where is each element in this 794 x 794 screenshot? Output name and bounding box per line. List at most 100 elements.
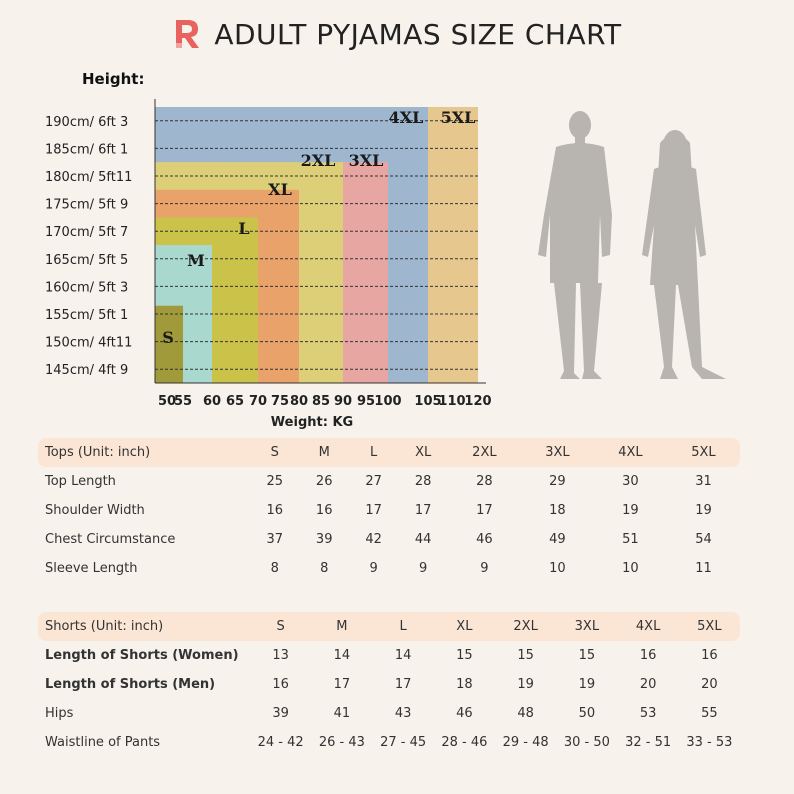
row-label: Length of Shorts (Men) <box>45 677 216 692</box>
x-tick-label: 80 <box>290 394 308 409</box>
table-cell: 15 <box>578 648 596 663</box>
table-cell: 15 <box>517 648 534 663</box>
size-column-header: 5XL <box>678 612 740 641</box>
y-tick-label: 165cm/ 5ft 5 <box>45 253 128 268</box>
shorts-header-row: Shorts (Unit: inch) S M L XL 2XL 3XL 4XL 5XL <box>38 612 740 641</box>
size-region-s <box>155 305 183 383</box>
table-title: Tops (Unit: inch) <box>38 438 250 467</box>
size-chart: 5XL 4XL 3XL 2XL XL L M S 190cm/ 6ft 3 185cm/ 6ft … <box>45 70 492 430</box>
size-column-header: 5XL <box>666 438 740 467</box>
size-label: L <box>238 219 249 238</box>
table-row: Shoulder Width 16 16 17 17 17 18 19 19 <box>38 496 740 525</box>
table-cell: 39 <box>272 706 289 721</box>
table-cell: 30 - 50 <box>563 735 610 750</box>
table-cell: 28 - 46 <box>441 735 488 750</box>
table-cell: 43 <box>394 706 412 721</box>
x-tick-label: 50 <box>158 394 176 409</box>
row-label: Length of Shorts (Women) <box>45 648 239 663</box>
table-row: Waistline of Pants 24 - 42 26 - 43 27 - 45 2… <box>38 728 740 757</box>
size-column-header: 2XL <box>495 612 557 641</box>
table-cell: 25 <box>266 474 283 489</box>
size-column-header: 2XL <box>447 438 521 467</box>
shorts-size-table: Shorts (Unit: inch) S M L XL 2XL 3XL 4XL 5XL Leng… <box>38 612 740 757</box>
y-tick-label: 185cm/ 6ft 1 <box>45 142 128 157</box>
table-cell: 17 <box>476 503 493 518</box>
table-cell: 26 <box>315 474 333 489</box>
y-tick-label: 170cm/ 5ft 7 <box>45 225 128 240</box>
table-cell: 10 <box>549 561 566 576</box>
table-cell: 15 <box>456 648 473 663</box>
table-cell: 8 <box>270 561 279 576</box>
x-tick-label: 55 <box>174 394 192 409</box>
row-label: Sleeve Length <box>45 561 138 576</box>
table-cell: 49 <box>549 532 566 547</box>
table-cell: 16 <box>701 648 718 663</box>
table-row: Chest Circumstance 37 39 42 44 46 49 51 54 <box>38 525 740 554</box>
y-tick-label: 150cm/ 4ft11 <box>45 336 132 351</box>
table-row: Length of Shorts (Women) 13 14 14 15 15 15 16 16 <box>38 641 740 670</box>
table-cell: 19 <box>517 677 534 692</box>
table-cell: 32 - 51 <box>625 735 672 750</box>
table-row: Hips 39 41 43 46 48 50 53 55 <box>38 699 740 728</box>
table-cell: 17 <box>394 677 412 692</box>
size-column-header: M <box>299 438 349 467</box>
table-cell: 13 <box>272 648 289 663</box>
y-tick-label: 180cm/ 5ft11 <box>45 170 132 185</box>
row-label: Waistline of Pants <box>45 735 161 750</box>
size-label: S <box>162 328 174 347</box>
size-label: 2XL <box>301 151 336 170</box>
size-column-header: S <box>250 612 312 641</box>
table-cell: 50 <box>578 706 596 721</box>
x-axis-title: Weight: KG <box>271 415 353 430</box>
table-cell: 46 <box>476 532 493 547</box>
table-cell: 48 <box>517 706 534 721</box>
table-cell: 24 - 42 <box>257 735 304 750</box>
size-label: 3XL <box>349 151 384 170</box>
figure-silhouettes <box>538 111 726 379</box>
x-tick-label: 75 <box>271 394 289 409</box>
table-cell: 20 <box>701 677 718 692</box>
row-label: Top Length <box>45 474 116 489</box>
table-cell: 19 <box>695 503 712 518</box>
size-column-header: 4XL <box>593 438 667 467</box>
table-cell: 30 <box>622 474 639 489</box>
table-cell: 27 <box>365 474 382 489</box>
x-tick-label: 85 <box>312 394 330 409</box>
x-tick-label: 70 <box>249 394 267 409</box>
table-cell: 31 <box>695 474 712 489</box>
row-label: Hips <box>45 706 74 721</box>
table-cell: 18 <box>456 677 473 692</box>
table-cell: 33 - 53 <box>686 735 733 750</box>
y-tick-label: 145cm/ 4ft 9 <box>45 363 128 378</box>
table-cell: 27 - 45 <box>380 735 427 750</box>
table-cell: 29 - 48 <box>502 735 549 750</box>
table-cell: 51 <box>622 532 639 547</box>
table-cell: 16 <box>266 503 283 518</box>
table-cell: 17 <box>365 503 382 518</box>
size-label: M <box>187 251 205 270</box>
x-tick-label: 120 <box>464 394 491 409</box>
table-cell: 28 <box>476 474 493 489</box>
table-cell: 9 <box>419 561 428 576</box>
y-tick-label: 160cm/ 5ft 3 <box>45 280 128 295</box>
row-label: Chest Circumstance <box>45 532 176 547</box>
table-title: Shorts (Unit: inch) <box>38 612 250 641</box>
x-tick-label: 95 <box>357 394 375 409</box>
size-column-header: 3XL <box>556 612 618 641</box>
table-row: Top Length 25 26 27 28 28 29 30 31 <box>38 467 740 496</box>
x-tick-label: 100 <box>374 394 401 409</box>
tops-size-table: Tops (Unit: inch) S M L XL 2XL 3XL 4XL 5XL Top Le… <box>38 438 740 583</box>
table-cell: 55 <box>701 706 718 721</box>
table-cell: 16 <box>639 648 657 663</box>
table-cell: 26 - 43 <box>318 735 365 750</box>
size-label: XL <box>268 180 292 199</box>
page-header: ADULT PYJAMAS SIZE CHART <box>0 14 794 54</box>
table-cell: 44 <box>414 532 432 547</box>
table-cell: 9 <box>369 561 378 576</box>
size-column-header: 4XL <box>617 612 679 641</box>
table-cell: 14 <box>333 648 351 663</box>
table-cell: 20 <box>639 677 657 692</box>
man-silhouette-icon <box>538 111 612 379</box>
size-column-header: L <box>372 612 434 641</box>
x-tick-label: 105 <box>414 394 441 409</box>
